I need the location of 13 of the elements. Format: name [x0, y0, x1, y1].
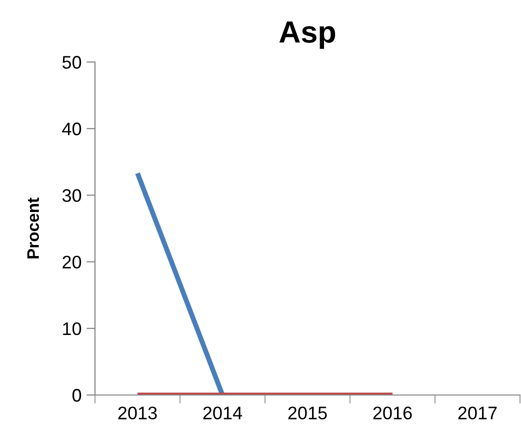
y-tick-label: 0 — [72, 388, 82, 402]
x-tick-label: 2016 — [373, 406, 412, 420]
chart-title: Asp — [279, 22, 336, 49]
y-tick-label: 30 — [62, 189, 82, 202]
x-tick-label: 2015 — [288, 406, 327, 420]
x-tick-label: 2017 — [458, 406, 497, 420]
y-tick-label: 10 — [63, 322, 82, 336]
x-tick-label: 2013 — [118, 406, 157, 420]
y-tick-label: 40 — [62, 122, 82, 136]
y-tick-label: 50 — [62, 56, 82, 69]
y-tick-label: 20 — [62, 256, 82, 269]
x-tick-label: 2014 — [203, 406, 242, 420]
y-axis-title: Procent — [27, 198, 39, 258]
